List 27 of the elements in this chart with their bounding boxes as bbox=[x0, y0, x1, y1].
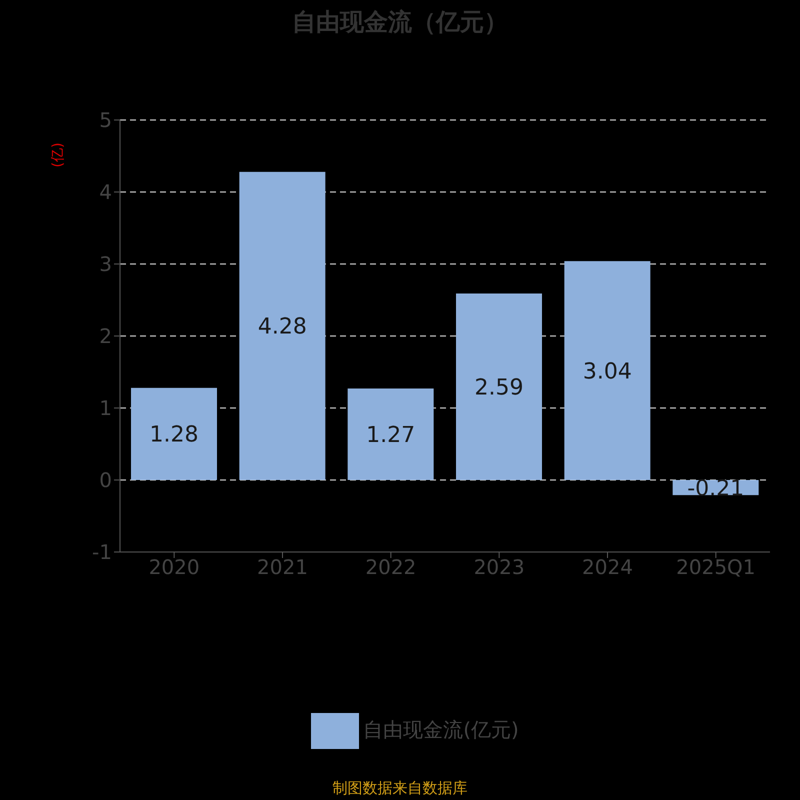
data-label: 4.28 bbox=[258, 314, 307, 340]
data-label: 1.28 bbox=[150, 422, 198, 448]
data-label: -0.21 bbox=[687, 476, 744, 502]
x-tick-label: 2021 bbox=[257, 555, 308, 580]
x-tick-label: 2022 bbox=[365, 555, 416, 580]
y-tick-label: 0 bbox=[99, 468, 112, 492]
bar bbox=[131, 388, 217, 480]
bar bbox=[456, 294, 542, 480]
x-tick-label: 2023 bbox=[474, 555, 525, 580]
text: 制图数据来自数据库 bbox=[332, 779, 468, 798]
data-label: 3.04 bbox=[582, 359, 632, 384]
legend-label: 自由现金流(亿元) bbox=[363, 717, 519, 742]
y-tick-label: 5 bbox=[99, 108, 112, 132]
y-tick-label: 3 bbox=[99, 252, 112, 276]
x-tick-label: 2024 bbox=[582, 555, 633, 580]
bar bbox=[348, 388, 434, 480]
x-tick-label: 2020 bbox=[148, 555, 200, 580]
y-tick-label: -1 bbox=[92, 540, 112, 564]
data-label: 2.59 bbox=[474, 376, 524, 401]
y-tick-label: 1 bbox=[99, 396, 112, 420]
x-tick-label: 2025Q1 bbox=[676, 555, 756, 580]
bar bbox=[239, 172, 326, 480]
data-label: 1.27 bbox=[366, 423, 416, 448]
bar bbox=[564, 261, 650, 480]
y-tick-label: 2 bbox=[99, 324, 112, 348]
y-axis-title: (亿) bbox=[50, 142, 66, 168]
y-tick-label: 4 bbox=[99, 180, 112, 204]
